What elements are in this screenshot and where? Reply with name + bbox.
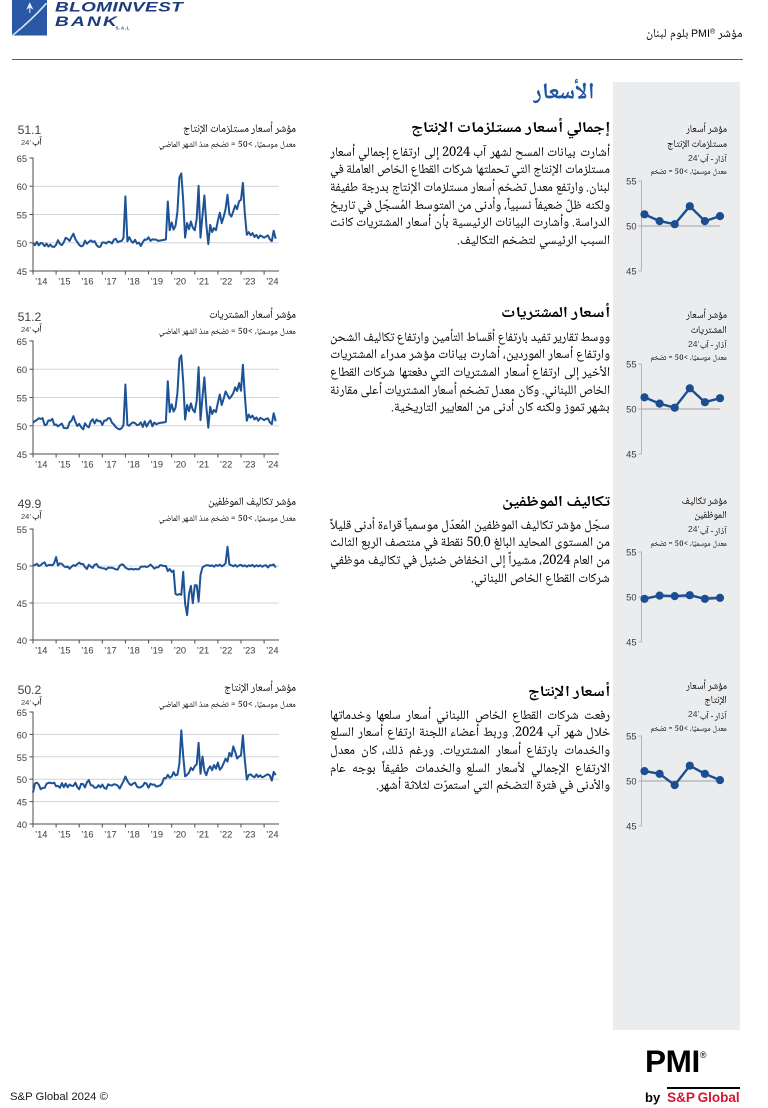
svg-text:’14: ’14	[35, 646, 47, 656]
svg-text:50: 50	[17, 775, 27, 785]
svg-text:’15: ’15	[58, 646, 70, 656]
svg-text:’20: ’20	[174, 830, 186, 840]
svg-text:40: 40	[17, 820, 27, 830]
svg-text:50: 50	[626, 593, 636, 603]
svg-text:40: 40	[17, 636, 27, 646]
svg-text:’15: ’15	[58, 830, 70, 840]
svg-text:’21: ’21	[197, 460, 209, 470]
svg-text:’15: ’15	[58, 277, 70, 287]
svg-text:45: 45	[626, 638, 636, 648]
svg-text:55: 55	[626, 360, 636, 370]
svg-text:’19: ’19	[151, 646, 163, 656]
svg-text:’19: ’19	[151, 830, 163, 840]
svg-text:’16: ’16	[81, 830, 93, 840]
svg-text:’23: ’23	[243, 277, 255, 287]
svg-text:’23: ’23	[243, 646, 255, 656]
svg-text:’18: ’18	[127, 830, 139, 840]
svg-text:’18: ’18	[127, 277, 139, 287]
svg-text:45: 45	[17, 798, 27, 808]
svg-text:’14: ’14	[35, 830, 47, 840]
svg-text:’24: ’24	[266, 646, 278, 656]
svg-text:60: 60	[17, 182, 27, 192]
svg-text:45: 45	[626, 450, 636, 460]
svg-text:’17: ’17	[104, 460, 116, 470]
svg-text:65: 65	[17, 154, 27, 164]
svg-text:50: 50	[17, 422, 27, 432]
svg-text:55: 55	[626, 177, 636, 187]
svg-text:’22: ’22	[220, 646, 232, 656]
svg-text:55: 55	[626, 732, 636, 742]
svg-text:65: 65	[17, 708, 27, 718]
svg-text:’23: ’23	[243, 460, 255, 470]
svg-text:’21: ’21	[197, 830, 209, 840]
svg-text:’16: ’16	[81, 646, 93, 656]
svg-text:BLOMINVEST: BLOMINVEST	[55, 0, 185, 15]
svg-text:’18: ’18	[127, 646, 139, 656]
svg-text:55: 55	[17, 394, 27, 404]
svg-text:’21: ’21	[197, 277, 209, 287]
svg-text:’24: ’24	[266, 830, 278, 840]
svg-text:’16: ’16	[81, 460, 93, 470]
svg-text:50: 50	[17, 239, 27, 249]
svg-text:50: 50	[626, 405, 636, 415]
svg-text:50: 50	[626, 777, 636, 787]
svg-text:’22: ’22	[220, 460, 232, 470]
svg-text:’24: ’24	[266, 277, 278, 287]
svg-text:65: 65	[17, 337, 27, 347]
svg-text:50: 50	[626, 222, 636, 232]
svg-text:55: 55	[17, 211, 27, 221]
svg-text:’19: ’19	[151, 460, 163, 470]
svg-text:50: 50	[17, 562, 27, 572]
svg-text:55: 55	[626, 548, 636, 558]
svg-text:’17: ’17	[104, 277, 116, 287]
svg-text:45: 45	[626, 822, 636, 832]
svg-text:’16: ’16	[81, 277, 93, 287]
svg-text:45: 45	[17, 267, 27, 277]
svg-text:’24: ’24	[266, 460, 278, 470]
svg-text:’22: ’22	[220, 830, 232, 840]
svg-text:S.A.L: S.A.L	[116, 26, 131, 31]
svg-text:’20: ’20	[174, 646, 186, 656]
svg-text:60: 60	[17, 365, 27, 375]
svg-text:’17: ’17	[104, 646, 116, 656]
svg-text:55: 55	[17, 753, 27, 763]
svg-text:’19: ’19	[151, 277, 163, 287]
svg-text:55: 55	[17, 525, 27, 535]
svg-text:’17: ’17	[104, 830, 116, 840]
svg-text:’14: ’14	[35, 460, 47, 470]
svg-text:BANK: BANK	[55, 14, 119, 30]
svg-text:’14: ’14	[35, 277, 47, 287]
svg-text:’15: ’15	[58, 460, 70, 470]
svg-text:’21: ’21	[197, 646, 209, 656]
svg-text:45: 45	[17, 599, 27, 609]
svg-text:’22: ’22	[220, 277, 232, 287]
svg-text:’20: ’20	[174, 277, 186, 287]
svg-text:’20: ’20	[174, 460, 186, 470]
svg-text:45: 45	[17, 450, 27, 460]
svg-text:’23: ’23	[243, 830, 255, 840]
svg-text:60: 60	[17, 730, 27, 740]
svg-text:’18: ’18	[127, 460, 139, 470]
svg-text:45: 45	[626, 267, 636, 277]
